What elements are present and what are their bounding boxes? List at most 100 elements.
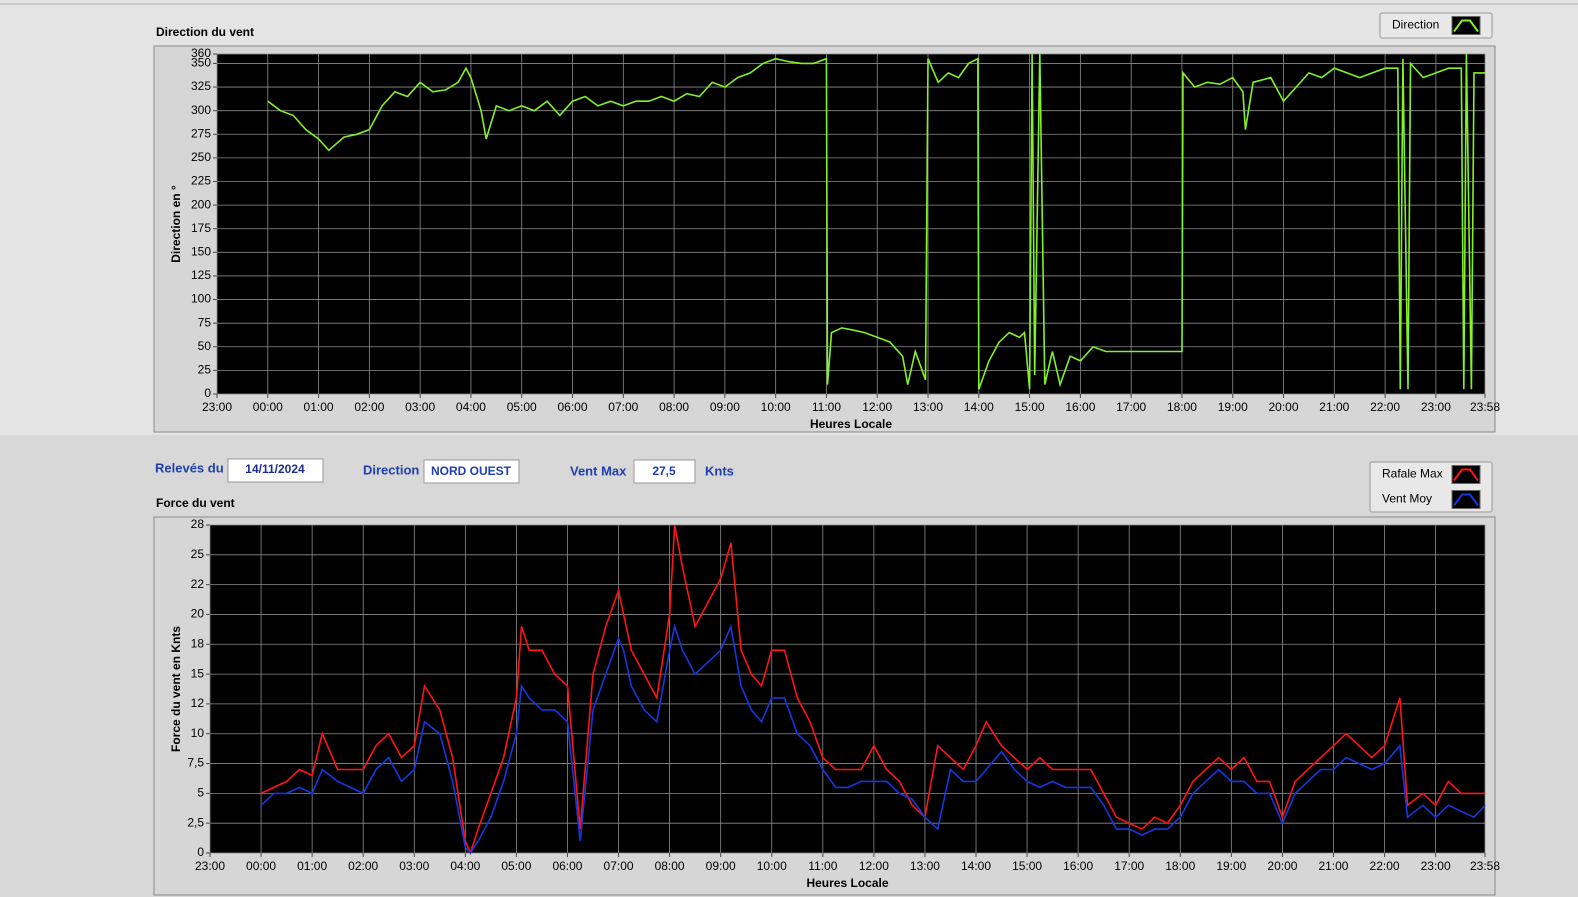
legend-label: Direction [1392, 18, 1439, 32]
x-tick-label: 21:00 [1318, 859, 1348, 873]
y-tick-label: 175 [191, 221, 211, 235]
x-tick-label: 22:00 [1370, 400, 1400, 414]
legend-label: Vent Moy [1382, 492, 1432, 506]
x-tick-label: 02:00 [348, 859, 378, 873]
plot-area [217, 54, 1485, 394]
legend-label: Rafale Max [1382, 467, 1443, 481]
x-tick-label: 11:00 [808, 859, 837, 873]
y-tick-label: 300 [191, 103, 211, 117]
x-tick-label: 23:00 [195, 859, 225, 873]
y-tick-label: 200 [191, 197, 211, 211]
y-axis-label: Direction en ° [169, 185, 183, 263]
x-tick-label: 04:00 [456, 400, 486, 414]
x-tick-label: 20:00 [1267, 859, 1297, 873]
x-tick-label: 13:00 [913, 400, 943, 414]
legend-swatch-bg [1451, 490, 1481, 509]
y-tick-label: 325 [191, 79, 211, 93]
legend-swatch [1453, 468, 1479, 482]
y-tick-label: 28 [191, 517, 205, 531]
x-tick-label: 03:00 [405, 400, 435, 414]
x-tick-label: 18:00 [1167, 400, 1197, 414]
x-tick-label: 14:00 [964, 400, 994, 414]
series-line [260, 623, 1486, 855]
plot-area [210, 525, 1485, 853]
legend-swatch [1453, 19, 1479, 33]
x-tick-label: 22:00 [1370, 859, 1400, 873]
x-tick-label: 19:00 [1218, 400, 1248, 414]
y-tick-label: 75 [198, 315, 212, 329]
legend-swatch [1453, 493, 1479, 507]
y-tick-label: 350 [191, 56, 211, 70]
x-tick-label: 08:00 [655, 859, 685, 873]
legend-swatch-bg [1451, 16, 1481, 35]
y-tick-label: 20 [191, 607, 205, 621]
x-tick-label: 23:00 [202, 400, 232, 414]
x-tick-label: 10:00 [761, 400, 791, 414]
x-tick-label: 01:00 [297, 859, 327, 873]
direction-value: NORD OUEST [431, 464, 512, 478]
x-tick-label: 23:58 [1470, 400, 1500, 414]
y-tick-label: 22 [191, 577, 205, 591]
x-tick-label: 12:00 [862, 400, 892, 414]
y-tick-label: 100 [191, 292, 211, 306]
y-tick-label: 360 [191, 46, 211, 60]
max-value: 27,5 [652, 464, 676, 478]
max-field[interactable] [633, 459, 696, 484]
y-tick-label: 275 [191, 126, 211, 140]
chart-title: Direction du vent [156, 25, 254, 39]
y-tick-label: 10 [191, 726, 205, 740]
y-tick-label: 12 [191, 696, 205, 710]
x-tick-label: 00:00 [253, 400, 283, 414]
x-tick-label: 17:00 [1116, 400, 1146, 414]
y-tick-label: 250 [191, 150, 211, 164]
x-tick-label: 06:00 [552, 859, 582, 873]
x-tick-label: 09:00 [706, 859, 736, 873]
x-tick-label: 19:00 [1216, 859, 1246, 873]
x-tick-label: 17:00 [1114, 859, 1144, 873]
x-axis-label: Heures Locale [806, 876, 888, 890]
y-tick-label: 150 [191, 245, 211, 259]
x-tick-label: 12:00 [859, 859, 889, 873]
y-tick-label: 0 [197, 845, 204, 859]
x-tick-label: 05:00 [507, 400, 537, 414]
x-tick-label: 15:00 [1012, 859, 1042, 873]
x-axis-label: Heures Locale [810, 417, 892, 431]
x-tick-label: 02:00 [354, 400, 384, 414]
x-tick-label: 10:00 [757, 859, 787, 873]
x-tick-label: 21:00 [1319, 400, 1349, 414]
y-tick-label: 2,5 [187, 815, 204, 829]
x-tick-label: 23:00 [1421, 400, 1451, 414]
x-tick-label: 11:00 [812, 400, 841, 414]
unit-label: Knts [705, 463, 734, 478]
x-tick-label: 20:00 [1269, 400, 1299, 414]
y-tick-label: 225 [191, 174, 211, 188]
x-tick-label: 23:58 [1470, 859, 1500, 873]
x-tick-label: 16:00 [1063, 859, 1093, 873]
x-tick-label: 05:00 [501, 859, 531, 873]
y-tick-label: 7,5 [187, 756, 204, 770]
date-field[interactable] [227, 458, 324, 483]
x-tick-label: 09:00 [710, 400, 740, 414]
x-tick-label: 16:00 [1065, 400, 1095, 414]
y-tick-label: 25 [191, 547, 205, 561]
x-tick-label: 13:00 [910, 859, 940, 873]
x-tick-label: 15:00 [1015, 400, 1045, 414]
y-tick-label: 18 [191, 636, 205, 650]
chart-title: Force du vent [156, 496, 235, 510]
x-tick-label: 08:00 [659, 400, 689, 414]
x-tick-label: 23:00 [1421, 859, 1451, 873]
x-tick-label: 18:00 [1165, 859, 1195, 873]
x-tick-label: 00:00 [246, 859, 276, 873]
y-tick-label: 15 [191, 666, 205, 680]
series-line [267, 53, 1486, 390]
x-tick-label: 14:00 [961, 859, 991, 873]
direction-field[interactable] [423, 459, 520, 484]
y-tick-label: 25 [198, 363, 212, 377]
x-tick-label: 04:00 [450, 859, 480, 873]
x-tick-label: 07:00 [604, 859, 634, 873]
y-tick-label: 0 [204, 386, 211, 400]
y-axis-label: Force du vent en Knts [169, 626, 183, 752]
y-tick-label: 125 [191, 268, 211, 282]
